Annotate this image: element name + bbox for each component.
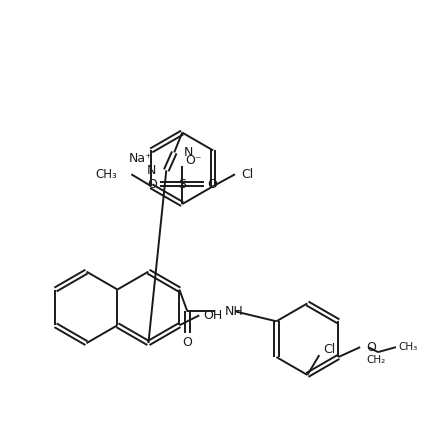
- Text: O: O: [207, 178, 217, 191]
- Text: O: O: [366, 341, 376, 354]
- Text: S: S: [178, 178, 186, 191]
- Text: CH₂: CH₂: [366, 355, 386, 365]
- Text: O: O: [182, 336, 192, 349]
- Text: CH₃: CH₃: [96, 168, 117, 181]
- Text: Cl: Cl: [323, 343, 335, 355]
- Text: O: O: [147, 178, 157, 191]
- Text: N: N: [184, 146, 194, 159]
- Text: CH₃: CH₃: [398, 342, 417, 352]
- Text: N: N: [147, 164, 157, 177]
- Text: Na⁺: Na⁺: [129, 152, 152, 165]
- Text: O⁻: O⁻: [185, 154, 202, 167]
- Text: Cl: Cl: [241, 168, 253, 181]
- Text: OH: OH: [203, 309, 223, 322]
- Text: NH: NH: [225, 305, 244, 318]
